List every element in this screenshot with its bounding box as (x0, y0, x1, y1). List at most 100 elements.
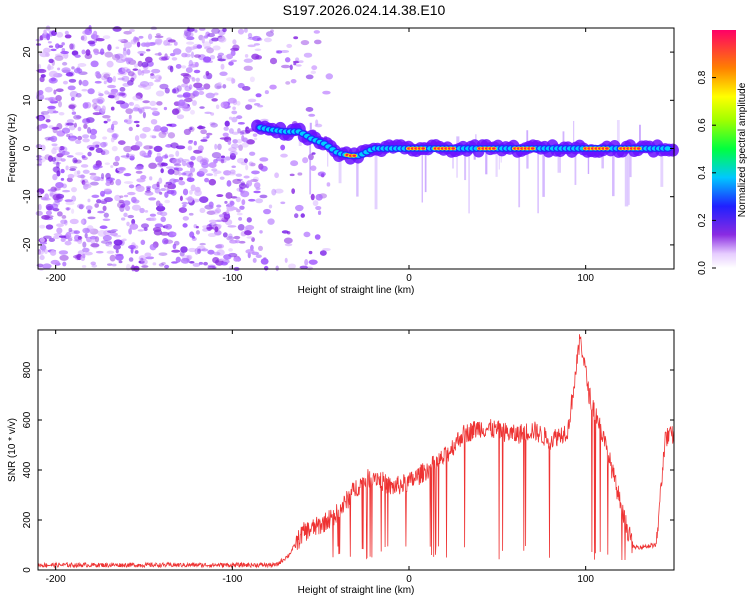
noise-blob (234, 239, 240, 244)
noise-blob (35, 69, 45, 72)
noise-blob (216, 204, 222, 208)
noise-blob (238, 144, 243, 151)
spectrogram-x-tick-label: 100 (577, 273, 594, 284)
noise-blob (209, 54, 216, 60)
noise-blob (158, 76, 162, 80)
noise-blob (97, 230, 107, 237)
noise-blob (207, 249, 215, 255)
snr-x-tick-label: -100 (222, 574, 242, 585)
noise-blob (245, 249, 255, 254)
noise-blob (294, 213, 299, 219)
noise-blob (229, 153, 236, 160)
noise-blob (204, 111, 212, 115)
noise-blob (216, 224, 222, 229)
noise-blob (127, 214, 134, 219)
noise-blob (169, 53, 176, 57)
noise-blob (107, 76, 113, 84)
noise-blob (120, 155, 130, 158)
noise-blob (124, 118, 133, 125)
noise-blob (134, 166, 144, 170)
noise-blob (213, 92, 219, 96)
noise-blob (172, 158, 182, 165)
noise-blob (118, 260, 123, 264)
noise-blob (299, 265, 308, 269)
noise-blob (64, 34, 72, 39)
noise-blob (100, 200, 108, 204)
noise-blob (164, 87, 170, 94)
noise-blob (40, 144, 46, 151)
noise-blob (198, 168, 208, 174)
noise-blob (115, 100, 126, 105)
noise-blob (64, 240, 72, 246)
noise-blob (103, 120, 108, 124)
noise-blob (90, 60, 99, 68)
noise-blob (36, 154, 42, 158)
noise-blob (190, 109, 195, 115)
noise-blob (146, 48, 151, 52)
noise-blob (139, 150, 147, 157)
noise-blob (62, 189, 71, 193)
noise-blob (187, 145, 193, 151)
noise-blob (126, 153, 130, 158)
noise-blob (203, 83, 211, 90)
noise-blob (175, 63, 182, 69)
noise-blob (192, 262, 201, 267)
noise-blob (207, 232, 217, 238)
noise-blob (164, 223, 173, 230)
noise-blob (231, 116, 238, 123)
noise-blob (128, 114, 132, 120)
noise-blob (212, 45, 221, 51)
noise-blob (138, 35, 144, 39)
noise-blob (60, 158, 66, 162)
noise-blob (64, 199, 73, 203)
noise-blob (173, 163, 182, 167)
noise-blob (117, 77, 125, 81)
noise-blob (259, 157, 269, 162)
noise-blob (244, 54, 249, 58)
noise-blob (139, 207, 145, 214)
noise-blob (155, 205, 166, 212)
noise-blob (206, 47, 214, 54)
noise-blob (222, 27, 227, 33)
noise-blob (81, 155, 86, 159)
noise-blob (186, 161, 194, 168)
noise-blob (166, 166, 175, 170)
noise-blob (81, 88, 88, 92)
noise-blob (210, 122, 218, 128)
noise-blob (230, 49, 235, 56)
noise-blob (227, 225, 237, 228)
noise-blob (47, 189, 56, 192)
noise-blob (224, 200, 228, 204)
noise-blob (118, 39, 125, 42)
noise-blob (217, 52, 225, 57)
noise-blob (142, 126, 151, 133)
spectrogram-noise-field (35, 24, 333, 272)
noise-blob (263, 265, 269, 271)
noise-blob (193, 140, 197, 146)
noise-blob (84, 232, 88, 239)
noise-blob (188, 247, 197, 253)
snr-x-tick-label: 100 (577, 574, 594, 585)
noise-blob (105, 242, 113, 248)
noise-blob (65, 206, 71, 211)
noise-blob (99, 190, 105, 197)
noise-blob (37, 160, 43, 166)
noise-blob (68, 124, 76, 131)
noise-blob (236, 115, 243, 120)
noise-blob (305, 74, 314, 80)
noise-blob (90, 261, 96, 266)
noise-blob (110, 123, 115, 131)
noise-blob (295, 57, 300, 62)
spectrogram-y-tick-label: 0 (22, 145, 33, 151)
noise-blob (185, 31, 194, 39)
signal-hot-core (451, 147, 455, 150)
noise-blob (68, 135, 78, 141)
noise-blob (311, 152, 316, 155)
noise-blob (112, 161, 120, 167)
noise-blob (160, 187, 167, 192)
noise-blob (41, 214, 50, 220)
noise-blob (206, 210, 216, 215)
noise-blob (218, 36, 227, 43)
noise-blob (238, 217, 243, 221)
noise-blob (183, 30, 192, 37)
